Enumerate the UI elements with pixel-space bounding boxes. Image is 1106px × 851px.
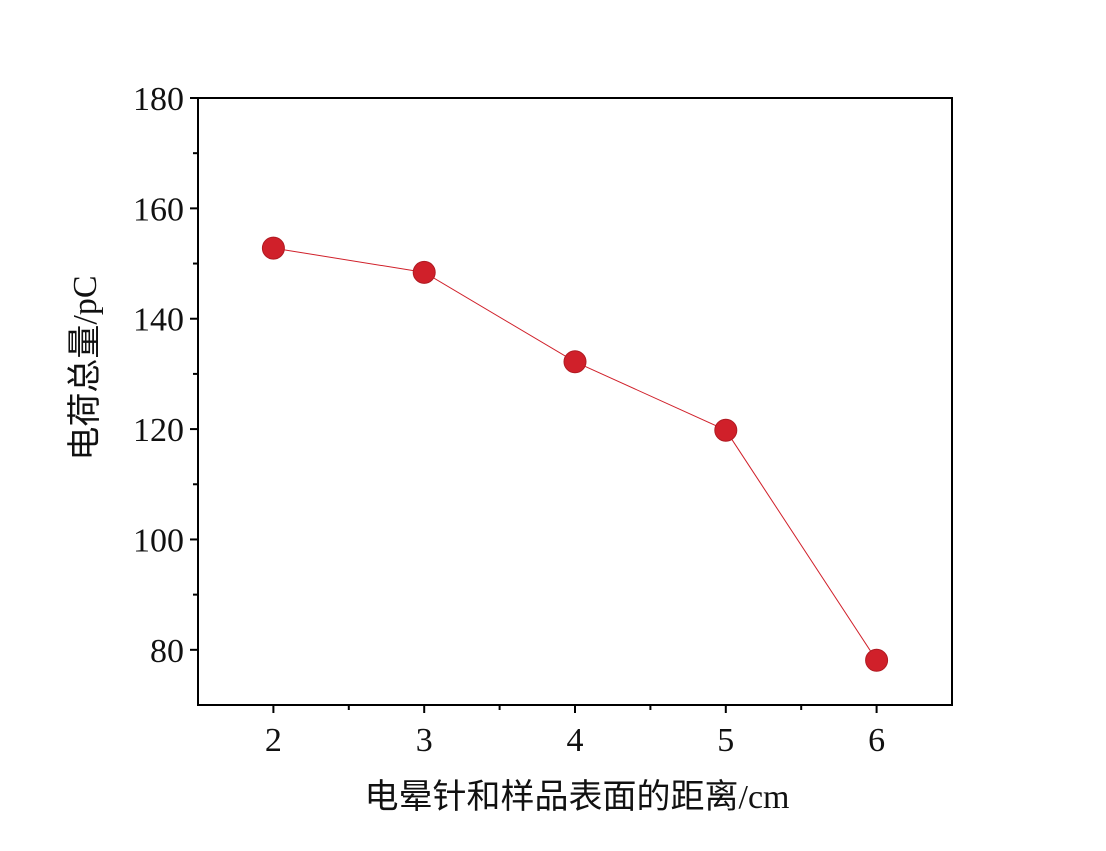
y-tick-label: 160 <box>133 191 184 228</box>
series-line <box>273 247 878 661</box>
x-tick-label: 6 <box>868 722 885 759</box>
x-tick-label: 3 <box>416 722 433 759</box>
y-tick-label: 80 <box>150 633 184 670</box>
y-axis: 80 100 120 140 160 180 <box>133 81 198 670</box>
data-point <box>563 350 587 374</box>
data-point <box>865 648 889 672</box>
x-axis-title: 电晕针和样品表面的距离/cm <box>365 778 790 816</box>
data-point <box>412 260 436 284</box>
y-tick-label: 120 <box>133 412 184 449</box>
y-tick-label: 100 <box>133 522 184 559</box>
plot-frame <box>197 97 953 706</box>
data-point <box>714 418 738 442</box>
series-layer <box>261 236 889 672</box>
x-axis: 2 3 4 5 6 <box>265 705 885 759</box>
x-tick-label: 4 <box>567 722 584 759</box>
y-tick-label: 140 <box>133 302 184 339</box>
x-tick-label: 2 <box>265 722 282 759</box>
y-tick-label: 180 <box>133 81 184 118</box>
x-tick-label: 5 <box>717 722 734 759</box>
data-point <box>261 236 285 260</box>
y-axis-title: 电荷总量/pC <box>66 275 104 460</box>
